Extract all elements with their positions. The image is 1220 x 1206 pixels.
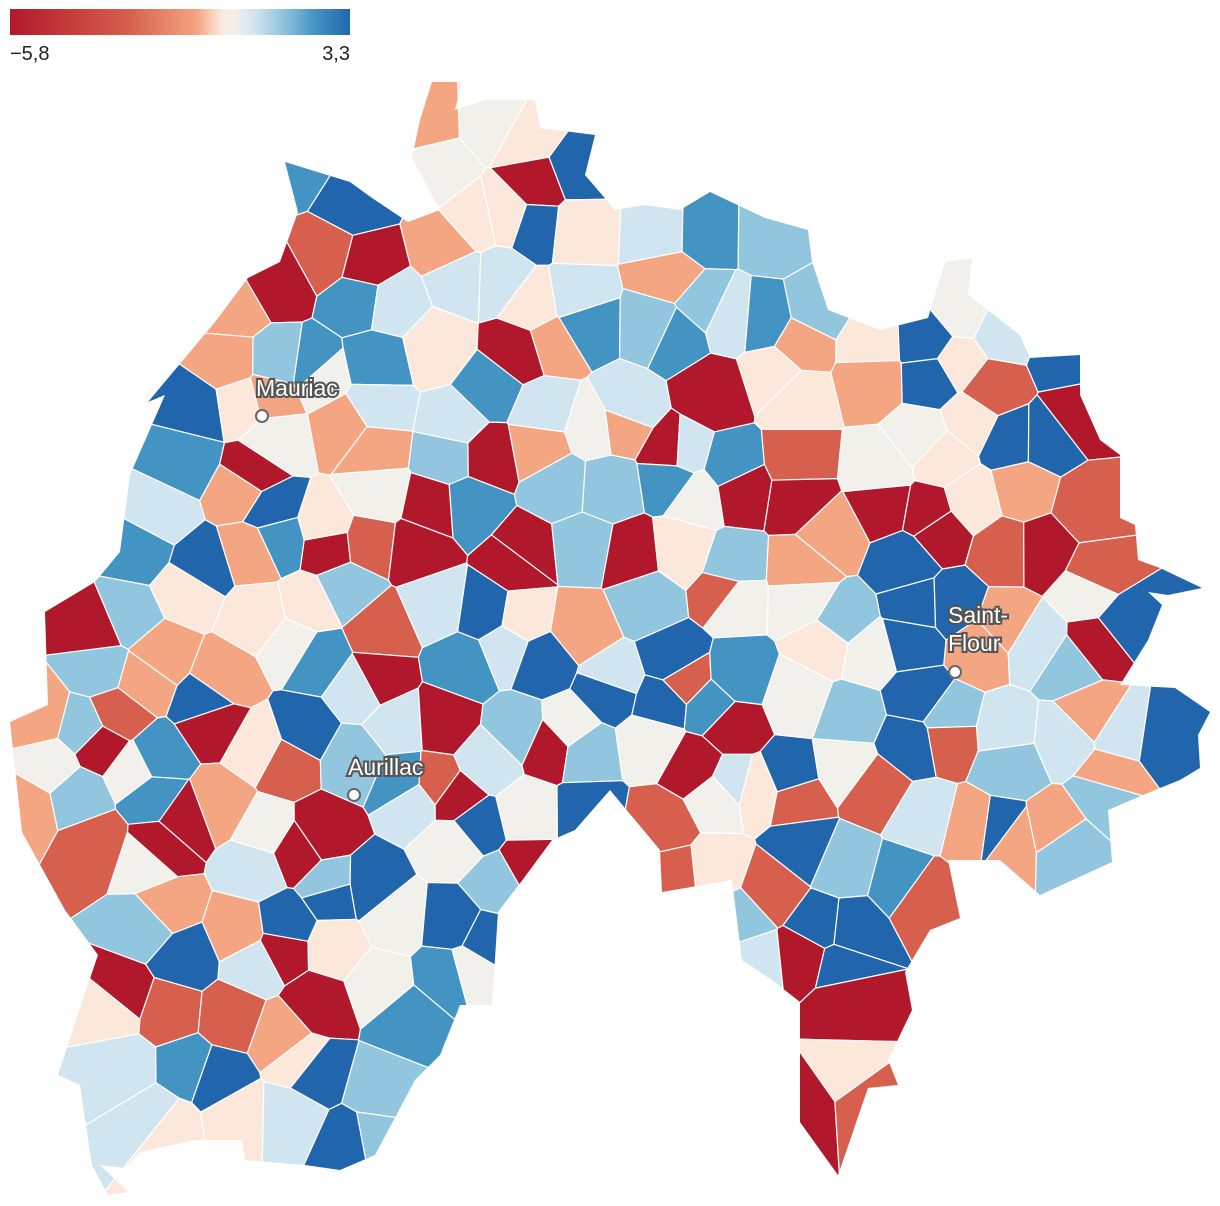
commune-polygons (10, 82, 1210, 1195)
city-markers: Mauriac Aurillac Saint- Flour (254, 373, 1010, 802)
city-label-saint-flour-line2: Flour (948, 630, 1001, 656)
city-label-aurillac: Aurillac (348, 754, 423, 780)
commune-cell (889, 82, 1119, 340)
commune-cell (760, 428, 844, 481)
commune-cell (973, 82, 1152, 366)
commune-cell (548, 82, 721, 201)
city-dot-saint-flour (948, 665, 962, 679)
commune-cell (581, 454, 646, 525)
commune-cell (556, 780, 631, 885)
color-legend: −5,8 3,3 (10, 9, 350, 66)
commune-cell (835, 252, 901, 364)
legend-max-label: 3,3 (322, 43, 350, 65)
commune-cell (681, 82, 741, 271)
commune-cell (1025, 82, 1210, 393)
commune-cell (551, 198, 622, 267)
commune-cell (356, 1111, 835, 1195)
city-dot-mauriac (255, 409, 269, 423)
commune-cell (498, 838, 600, 956)
commune-cell (877, 402, 948, 469)
commune-cell (10, 115, 272, 338)
commune-cell (737, 82, 1106, 280)
legend-color-bar (10, 9, 350, 35)
city-label-saint-flour-line1: Saint- (948, 602, 1008, 628)
city-label-mauriac: Mauriac (256, 375, 338, 401)
commune-cell (316, 561, 392, 628)
commune-cell (1138, 656, 1210, 854)
commune-cell (590, 844, 699, 1036)
commune-cell (10, 82, 357, 223)
commune-cell (319, 82, 461, 158)
commune-cell (458, 928, 787, 1165)
commune-cell (617, 111, 686, 265)
legend-min-label: −5,8 (10, 43, 50, 65)
commune-cell (975, 683, 1040, 752)
commune-cell (1032, 818, 1210, 1195)
city-dot-aurillac (347, 788, 361, 802)
